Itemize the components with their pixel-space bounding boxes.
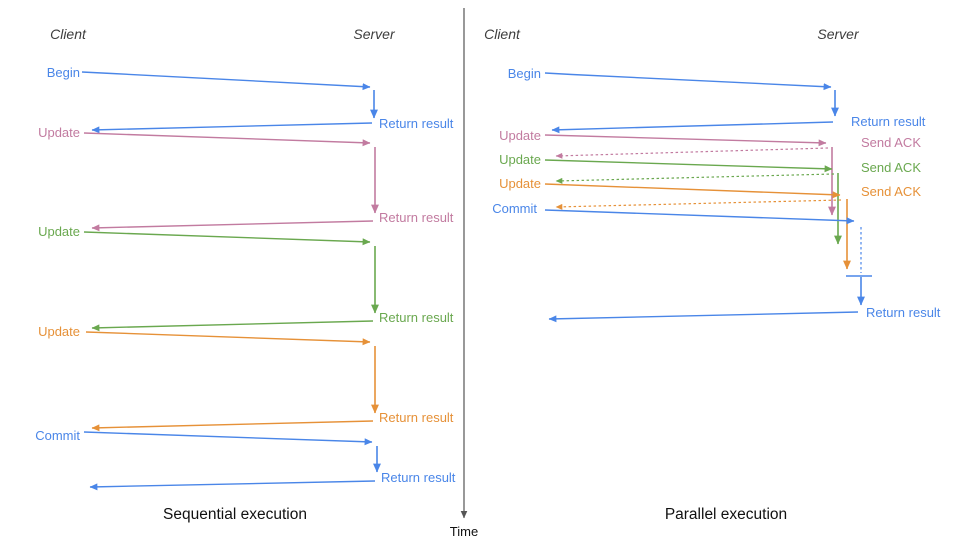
seq-update2-label: Update — [38, 224, 80, 239]
par-update3-request-arrow — [544, 183, 841, 199]
par-update2-ack-arrow — [555, 173, 835, 184]
seq-begin-request-arrow — [81, 71, 371, 91]
parallel-caption: Parallel execution — [665, 506, 787, 523]
par-commit-response-label: Return result — [866, 305, 941, 320]
par-commit-return-arrow — [548, 311, 859, 323]
seq-commit-return-arrow — [89, 480, 376, 491]
seq-update3-return-arrow — [91, 420, 374, 432]
seq-begin-response-label: Return result — [379, 116, 454, 131]
par-server-header: Server — [817, 26, 860, 42]
par-commit-label: Commit — [492, 201, 537, 216]
seq-update1-label: Update — [38, 125, 80, 140]
seq-begin-label: Begin — [47, 65, 80, 80]
sequential-caption: Sequential execution — [163, 506, 307, 523]
par-begin-response-label: Return result — [851, 114, 926, 129]
par-update2-ack-label: Send ACK — [861, 160, 921, 175]
par-update2-label: Update — [499, 152, 541, 167]
par-update3-ack-arrow — [555, 199, 842, 210]
par-update3-label: Update — [499, 176, 541, 191]
seq-update3-label: Update — [38, 324, 80, 339]
seq-update2-request-arrow — [83, 231, 371, 246]
seq-begin-return-arrow — [91, 122, 373, 134]
seq-update1-request-arrow — [83, 132, 371, 147]
seq-server-header: Server — [353, 26, 396, 42]
seq-update3-response-label: Return result — [379, 410, 454, 425]
par-update1-ack-label: Send ACK — [861, 135, 921, 150]
seq-update1-return-arrow — [91, 220, 374, 232]
time-axis-label: Time — [450, 524, 478, 539]
seq-update2-return-arrow — [91, 320, 374, 332]
par-update3-ack-label: Send ACK — [861, 184, 921, 199]
seq-commit-label: Commit — [35, 428, 80, 443]
par-update2-request-arrow — [544, 159, 833, 173]
par-begin-label: Begin — [508, 66, 541, 81]
seq-commit-request-arrow — [83, 431, 373, 446]
par-begin-request-arrow — [544, 72, 832, 91]
seq-update3-request-arrow — [85, 331, 371, 346]
seq-update2-response-label: Return result — [379, 310, 454, 325]
seq-client-header: Client — [50, 26, 87, 42]
seq-update1-response-label: Return result — [379, 210, 454, 225]
par-commit-request-arrow — [544, 209, 855, 225]
par-update1-label: Update — [499, 128, 541, 143]
seq-commit-response-label: Return result — [381, 470, 456, 485]
par-update1-request-arrow — [544, 134, 827, 147]
par-update1-ack-arrow — [555, 147, 829, 159]
sequential-panel: Client Server Begin Return result Update… — [35, 26, 456, 523]
time-axis: Time — [450, 8, 478, 539]
par-client-header: Client — [484, 26, 521, 42]
par-begin-return-arrow — [551, 121, 834, 134]
parallel-panel: Client Server Begin Return result Update… — [484, 26, 941, 523]
